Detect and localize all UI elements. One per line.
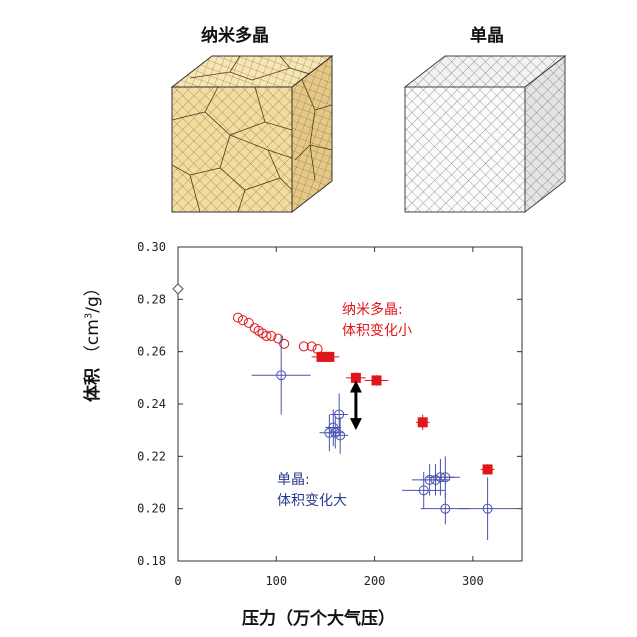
data-point-circle: [335, 430, 346, 441]
nano-polycrystal-cube: [170, 54, 334, 214]
y-tick-label: 0.26: [137, 345, 166, 359]
data-point-circle: [298, 341, 309, 352]
single-cube-title: 单晶: [470, 26, 504, 46]
data-point-circle: [306, 341, 317, 352]
reference-point: [172, 283, 184, 295]
data-point-circle: [440, 503, 451, 514]
data-point-circle: [232, 312, 243, 323]
y-axis-label-unit: （cm: [83, 319, 103, 363]
data-point-circle: [482, 503, 493, 514]
nano-cube-title: 纳米多晶: [201, 26, 269, 46]
y-axis-label-sup: 3: [83, 312, 95, 320]
y-tick-label: 0.22: [137, 449, 166, 463]
data-point-circle: [279, 338, 290, 349]
data-point-circle: [418, 485, 429, 496]
y-tick-label: 0.28: [137, 292, 166, 306]
y-tick-label: 0.24: [137, 397, 166, 411]
data-point-circle: [261, 330, 272, 341]
y-tick-label: 0.30: [137, 240, 166, 254]
data-point-circle: [266, 330, 277, 341]
annotation-single-line-1: 单晶:: [277, 472, 310, 488]
data-point-circle: [328, 422, 339, 433]
x-tick-label: 100: [265, 574, 287, 588]
arrow-head-up: [349, 380, 362, 393]
x-tick-label: 300: [462, 574, 484, 588]
annotation-single: 单晶: 体积变化大: [277, 470, 347, 512]
arrow-head-down: [349, 418, 362, 431]
data-point-circle: [276, 370, 287, 381]
plot-frame: [177, 246, 523, 562]
data-point-circle: [243, 317, 254, 328]
y-axis-label: 体积 （cm3/g）: [78, 279, 103, 402]
y-tick-label: 0.20: [137, 502, 166, 516]
x-tick-label: 0: [174, 574, 181, 588]
annotation-nano-line-2: 体积变化小: [342, 323, 412, 339]
data-point-square: [324, 351, 335, 362]
data-point-square: [371, 375, 382, 386]
x-axis-label: 压力（万个大气压）: [242, 609, 395, 629]
annotation-single-line-2: 体积变化大: [277, 493, 347, 509]
single-crystal-cube: [403, 54, 567, 214]
annotation-nano-line-1: 纳米多晶:: [342, 302, 403, 318]
data-point-circle: [273, 333, 284, 344]
data-point-square: [482, 464, 493, 475]
y-axis-label-tail: /g）: [83, 279, 103, 313]
y-axis-label-prefix: 体积: [83, 368, 103, 402]
y-tick-label: 0.18: [137, 554, 166, 568]
data-point-square: [417, 417, 428, 428]
data-point-circle: [237, 315, 248, 326]
x-tick-label: 200: [364, 574, 386, 588]
data-point-circle: [440, 472, 451, 483]
data-point-circle: [334, 409, 345, 420]
annotation-nano: 纳米多晶: 体积变化小: [342, 300, 412, 342]
